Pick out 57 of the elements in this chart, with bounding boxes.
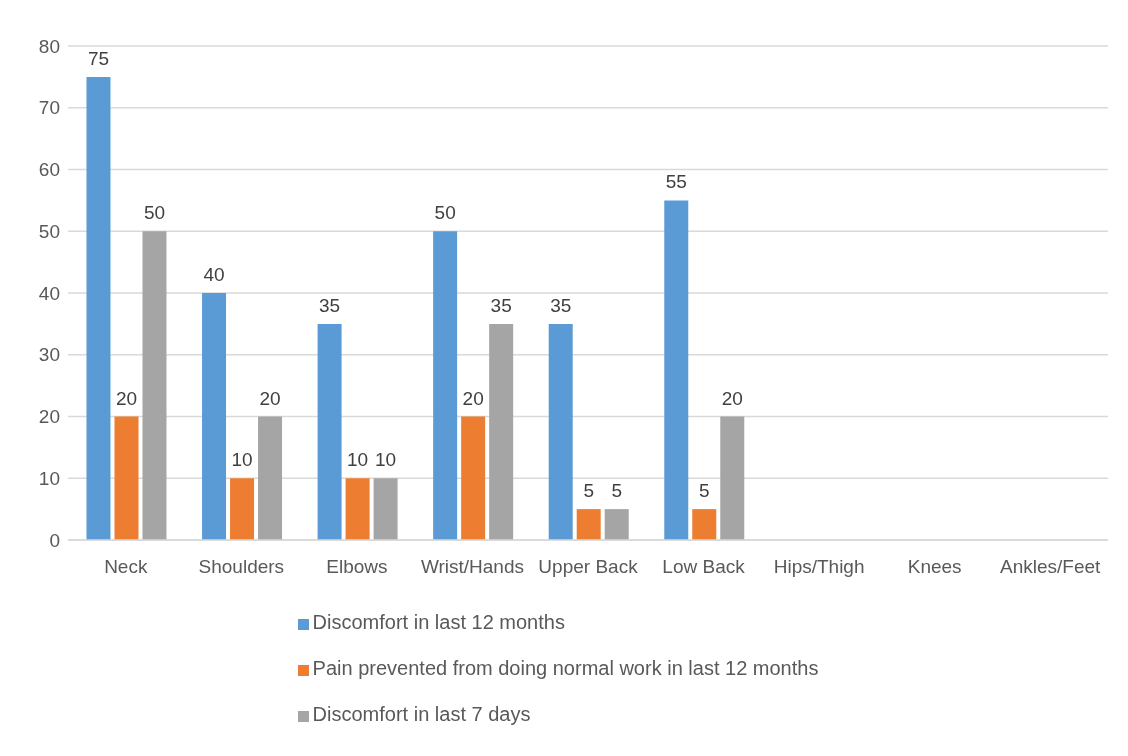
bar xyxy=(692,509,717,540)
data-label: 35 xyxy=(319,294,341,316)
x-tick-label: Hips/Thigh xyxy=(773,556,865,578)
bar xyxy=(433,231,458,540)
data-label: 10 xyxy=(375,449,397,471)
data-label: 20 xyxy=(462,387,484,409)
data-label: 50 xyxy=(143,202,166,224)
x-tick-label: Wrist/Hands xyxy=(420,556,525,578)
data-label: 75 xyxy=(87,47,110,69)
x-tick-label: Knees xyxy=(907,556,962,578)
bar xyxy=(664,200,689,540)
legend-label: Pain prevented from doing normal work in last 12 months xyxy=(312,657,819,679)
x-tick-label: Neck xyxy=(104,556,148,578)
data-label: 5 xyxy=(583,480,594,502)
bar xyxy=(548,323,573,540)
x-tick-label: Shoulders xyxy=(198,556,285,578)
data-label: 55 xyxy=(665,171,687,193)
data-label: 10 xyxy=(347,449,369,471)
data-label: 50 xyxy=(434,202,456,224)
data-label: 35 xyxy=(490,294,512,316)
bar xyxy=(258,416,283,540)
bar xyxy=(461,416,486,540)
data-label: 20 xyxy=(721,387,743,409)
x-tick-label: Elbows xyxy=(326,556,388,578)
bar xyxy=(114,416,139,540)
bar xyxy=(489,323,514,540)
data-label: 35 xyxy=(550,294,572,316)
x-tick-label: Ankles/Feet xyxy=(1000,556,1102,578)
data-label: 20 xyxy=(259,387,281,409)
y-tick-label: 0 xyxy=(49,529,60,551)
bar xyxy=(230,478,255,540)
bar xyxy=(720,416,745,540)
bar xyxy=(317,323,342,540)
x-tick-label: Low Back xyxy=(662,556,746,578)
data-label: 40 xyxy=(203,264,225,285)
data-label: 10 xyxy=(231,449,253,471)
data-label: 20 xyxy=(115,387,138,409)
bar xyxy=(202,293,227,540)
x-tick-label: Upper Back xyxy=(538,556,639,578)
y-tick-label: 50 xyxy=(38,220,60,242)
bar xyxy=(142,231,167,540)
bar xyxy=(345,478,370,540)
y-tick-label: 10 xyxy=(38,467,60,489)
y-tick-label: 60 xyxy=(38,159,60,181)
legend-label: Discomfort in last 7 days xyxy=(312,703,531,725)
data-label: 5 xyxy=(698,480,710,502)
bar xyxy=(604,509,629,540)
y-tick-label: 20 xyxy=(38,406,60,428)
bar xyxy=(576,509,601,540)
y-tick-label: 80 xyxy=(38,35,60,57)
legend-label: Discomfort in last 12 months xyxy=(312,611,565,633)
bar xyxy=(373,478,398,540)
y-tick-label: 70 xyxy=(38,97,60,119)
y-tick-label: 40 xyxy=(38,282,60,304)
bar xyxy=(86,76,111,540)
y-tick-label: 30 xyxy=(38,344,60,366)
data-label: 5 xyxy=(611,480,622,502)
